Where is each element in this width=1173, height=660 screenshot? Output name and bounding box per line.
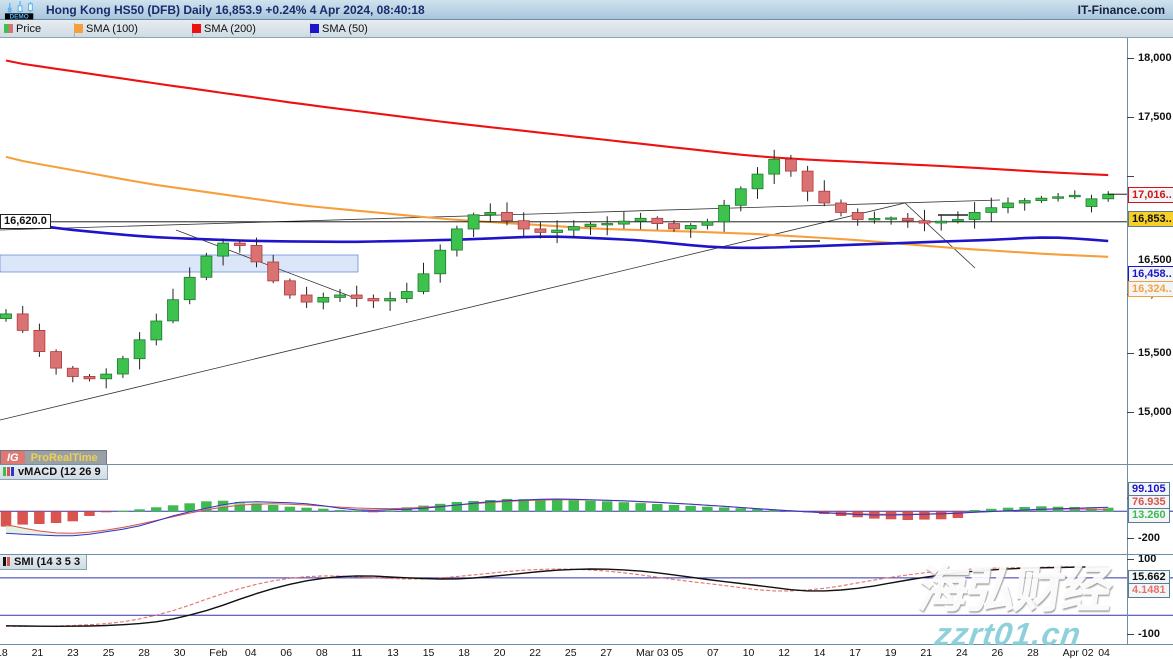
svg-text:DEMO: DEMO xyxy=(10,13,29,20)
